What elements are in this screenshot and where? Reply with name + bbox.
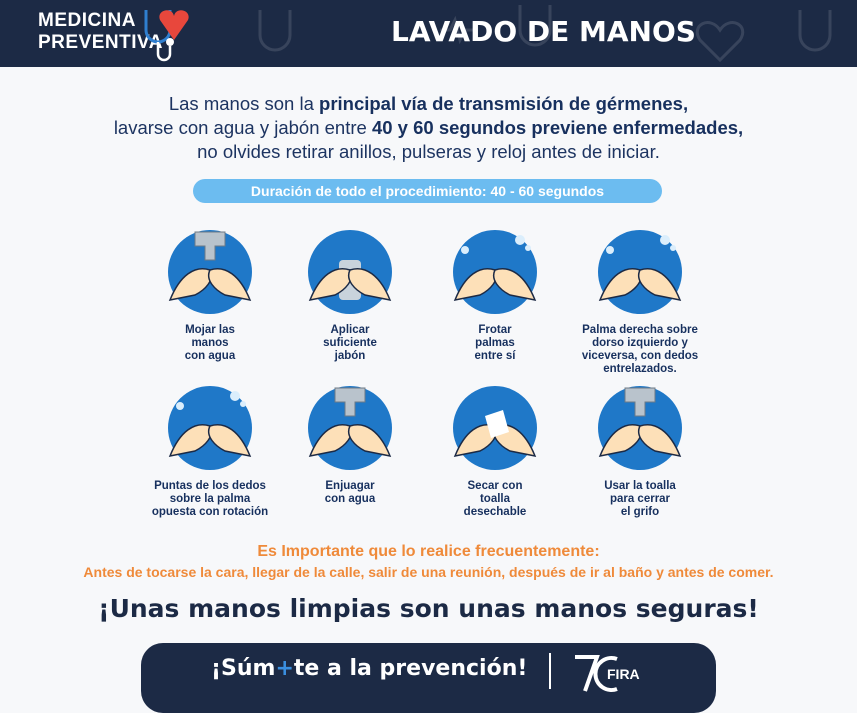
cta-text: ¡Súm+te a la prevención! [211,656,527,681]
slogan: ¡Unas manos limpias son unas manos segur… [98,594,759,623]
rub-palms-icon [453,230,537,314]
header-banner: MEDICINA PREVENTIVA LAVADO DE MANOS [0,0,857,67]
logo-line1: MEDICINA [38,10,136,31]
step-7: Secar con toalla desechable [420,376,570,519]
divider [549,653,551,689]
step-5: Puntas de los dedos sobre la palma opues… [135,376,285,519]
medicina-preventiva-logo: MEDICINA PREVENTIVA [38,10,163,54]
step-3: Frotar palmas entre sí [420,220,570,363]
step-2: Aplicar suficiente jabón [275,220,425,363]
cta-part-b: te a la prevención! [293,656,528,681]
svg-text:FIRA: FIRA [607,666,640,682]
step-label: Aplicar suficiente jabón [323,324,377,362]
footer-banner: ¡Súm+te a la prevención! FIRA [141,643,716,713]
intro-line2-a: lavarse con agua y jabón entre [113,117,372,138]
duration-badge: Duración de todo el procedimiento: 40 - … [193,179,662,203]
step-label: Frotar palmas entre sí [474,324,516,362]
important-note: Es Importante que lo realice frecuenteme… [0,543,857,580]
towel-dry-icon [453,386,537,470]
logo-line2: PREVENTIVA [38,32,164,53]
step-label: Usar la toalla para cerrar el grifo [604,480,676,518]
cta-part-a: ¡Súm [211,656,276,681]
intro-text: Las manos son la principal vía de transm… [0,92,857,164]
intro-line1-a: Las manos son la [168,93,320,114]
soap-dispenser-icon [308,230,392,314]
step-label: Mojar las manos con agua [184,324,236,362]
step-label: Puntas de los dedos sobre la palma opues… [151,480,269,518]
rinse-hands-icon [308,386,392,470]
important-text: Antes de tocarse la cara, llegar de la c… [83,564,774,580]
step-6: Enjuagar con agua [275,376,425,506]
step-1: Mojar las manos con agua [135,220,285,363]
fingertips-rotation-icon [168,386,252,470]
step-label: Secar con toalla desechable [463,480,527,518]
close-faucet-icon [598,386,682,470]
stethoscope-heart-icon [144,10,189,62]
step-label: Palma derecha sobre dorso izquierdo y vi… [581,324,699,375]
interlaced-fingers-icon [598,230,682,314]
intro-line3: no olvides retirar anillos, pulseras y r… [197,141,660,162]
step-label: Enjuagar con agua [324,480,376,505]
important-heading: Es Importante que lo realice frecuenteme… [257,543,600,560]
page-title: LAVADO DE MANOS [391,15,696,48]
stethoscope-pattern-icon [258,5,832,63]
fira-70-logo: FIRA [575,655,640,692]
step-4: Palma derecha sobre dorso izquierdo y vi… [565,220,715,376]
plus-icon: + [275,656,294,681]
faucet-hands-icon [168,230,252,314]
intro-line1-b: principal vía de transmisión de gérmenes… [319,93,689,114]
intro-line2-b: 40 y 60 segundos previene enfermedades, [371,117,744,138]
step-8: Usar la toalla para cerrar el grifo [565,376,715,519]
